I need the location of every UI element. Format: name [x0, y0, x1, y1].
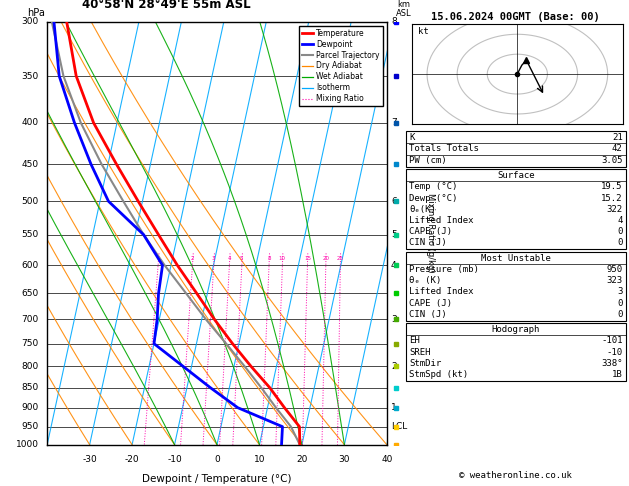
- Text: © weatheronline.co.uk: © weatheronline.co.uk: [459, 470, 572, 480]
- Text: 3: 3: [212, 256, 216, 261]
- Text: 3.05: 3.05: [601, 156, 623, 165]
- Text: 15.06.2024 00GMT (Base: 00): 15.06.2024 00GMT (Base: 00): [431, 12, 600, 22]
- Text: 42: 42: [612, 144, 623, 154]
- Text: 600: 600: [21, 261, 39, 270]
- Text: hPa: hPa: [27, 8, 45, 17]
- Text: 15: 15: [304, 256, 311, 261]
- Text: Dewpoint / Temperature (°C): Dewpoint / Temperature (°C): [142, 474, 292, 484]
- Text: 1B: 1B: [612, 370, 623, 379]
- Text: 19.5: 19.5: [601, 182, 623, 191]
- Text: 400: 400: [21, 119, 39, 127]
- Text: 850: 850: [21, 383, 39, 392]
- Text: 750: 750: [21, 339, 39, 348]
- Text: StmDir: StmDir: [409, 359, 442, 368]
- Text: 3: 3: [391, 315, 397, 324]
- Text: 350: 350: [21, 71, 39, 81]
- Text: 700: 700: [21, 315, 39, 324]
- Text: -20: -20: [125, 455, 140, 464]
- Text: Lifted Index: Lifted Index: [409, 287, 474, 296]
- Text: 4: 4: [617, 216, 623, 225]
- Text: 950: 950: [21, 422, 39, 431]
- Text: 450: 450: [21, 160, 39, 169]
- Text: CAPE (J): CAPE (J): [409, 227, 452, 236]
- Text: 5: 5: [240, 256, 243, 261]
- Text: 4: 4: [391, 261, 396, 270]
- Text: -10: -10: [606, 347, 623, 357]
- Text: -10: -10: [167, 455, 182, 464]
- Text: 5: 5: [391, 230, 397, 239]
- Text: 800: 800: [21, 362, 39, 371]
- Text: 40°58'N 28°49'E 55m ASL: 40°58'N 28°49'E 55m ASL: [82, 0, 250, 11]
- Text: Mixing Ratio (g/kg): Mixing Ratio (g/kg): [426, 193, 435, 273]
- Text: CIN (J): CIN (J): [409, 310, 447, 319]
- Text: Pressure (mb): Pressure (mb): [409, 265, 479, 274]
- Text: StmSpd (kt): StmSpd (kt): [409, 370, 469, 379]
- Text: θₑ(K): θₑ(K): [409, 205, 437, 214]
- Text: 20: 20: [296, 455, 308, 464]
- Text: Most Unstable: Most Unstable: [481, 254, 551, 263]
- Text: EH: EH: [409, 336, 420, 346]
- Text: 300: 300: [21, 17, 39, 26]
- Text: 3: 3: [617, 287, 623, 296]
- Text: PW (cm): PW (cm): [409, 156, 447, 165]
- Text: 1: 1: [156, 256, 160, 261]
- Text: CAPE (J): CAPE (J): [409, 298, 452, 308]
- Text: 21: 21: [612, 133, 623, 142]
- Text: 10: 10: [279, 256, 286, 261]
- Text: Totals Totals: Totals Totals: [409, 144, 479, 154]
- Text: 0: 0: [617, 310, 623, 319]
- Text: 25: 25: [337, 256, 344, 261]
- Text: LCL: LCL: [391, 422, 407, 431]
- Text: 40: 40: [381, 455, 392, 464]
- Text: 10: 10: [253, 455, 265, 464]
- Text: Temp (°C): Temp (°C): [409, 182, 458, 191]
- Text: 0: 0: [214, 455, 220, 464]
- Text: 15.2: 15.2: [601, 193, 623, 203]
- Text: 550: 550: [21, 230, 39, 239]
- Text: 322: 322: [606, 205, 623, 214]
- Text: -30: -30: [82, 455, 97, 464]
- Text: 0: 0: [617, 298, 623, 308]
- Text: 30: 30: [338, 455, 350, 464]
- Text: 1: 1: [391, 403, 397, 412]
- Text: 7: 7: [391, 119, 397, 127]
- Text: 8: 8: [267, 256, 270, 261]
- Text: 500: 500: [21, 197, 39, 206]
- Text: 950: 950: [606, 265, 623, 274]
- Text: Hodograph: Hodograph: [492, 325, 540, 334]
- Text: 650: 650: [21, 289, 39, 298]
- Text: 0: 0: [617, 227, 623, 236]
- Text: 1000: 1000: [16, 440, 39, 449]
- Text: CIN (J): CIN (J): [409, 238, 447, 247]
- Text: Surface: Surface: [497, 171, 535, 180]
- Text: 2: 2: [391, 362, 396, 371]
- Text: 323: 323: [606, 276, 623, 285]
- Text: 2: 2: [191, 256, 194, 261]
- Text: Dewp (°C): Dewp (°C): [409, 193, 458, 203]
- Text: km
ASL: km ASL: [396, 0, 411, 17]
- Text: kt: kt: [418, 27, 429, 36]
- Text: 900: 900: [21, 403, 39, 412]
- Text: 338°: 338°: [601, 359, 623, 368]
- Text: 4: 4: [228, 256, 231, 261]
- Text: K: K: [409, 133, 415, 142]
- Text: 20: 20: [322, 256, 329, 261]
- Text: -101: -101: [601, 336, 623, 346]
- Text: 6: 6: [391, 197, 397, 206]
- Text: 8: 8: [391, 17, 397, 26]
- Text: Lifted Index: Lifted Index: [409, 216, 474, 225]
- Text: θₑ (K): θₑ (K): [409, 276, 442, 285]
- Text: SREH: SREH: [409, 347, 431, 357]
- Text: 0: 0: [617, 238, 623, 247]
- Legend: Temperature, Dewpoint, Parcel Trajectory, Dry Adiabat, Wet Adiabat, Isotherm, Mi: Temperature, Dewpoint, Parcel Trajectory…: [299, 26, 383, 106]
